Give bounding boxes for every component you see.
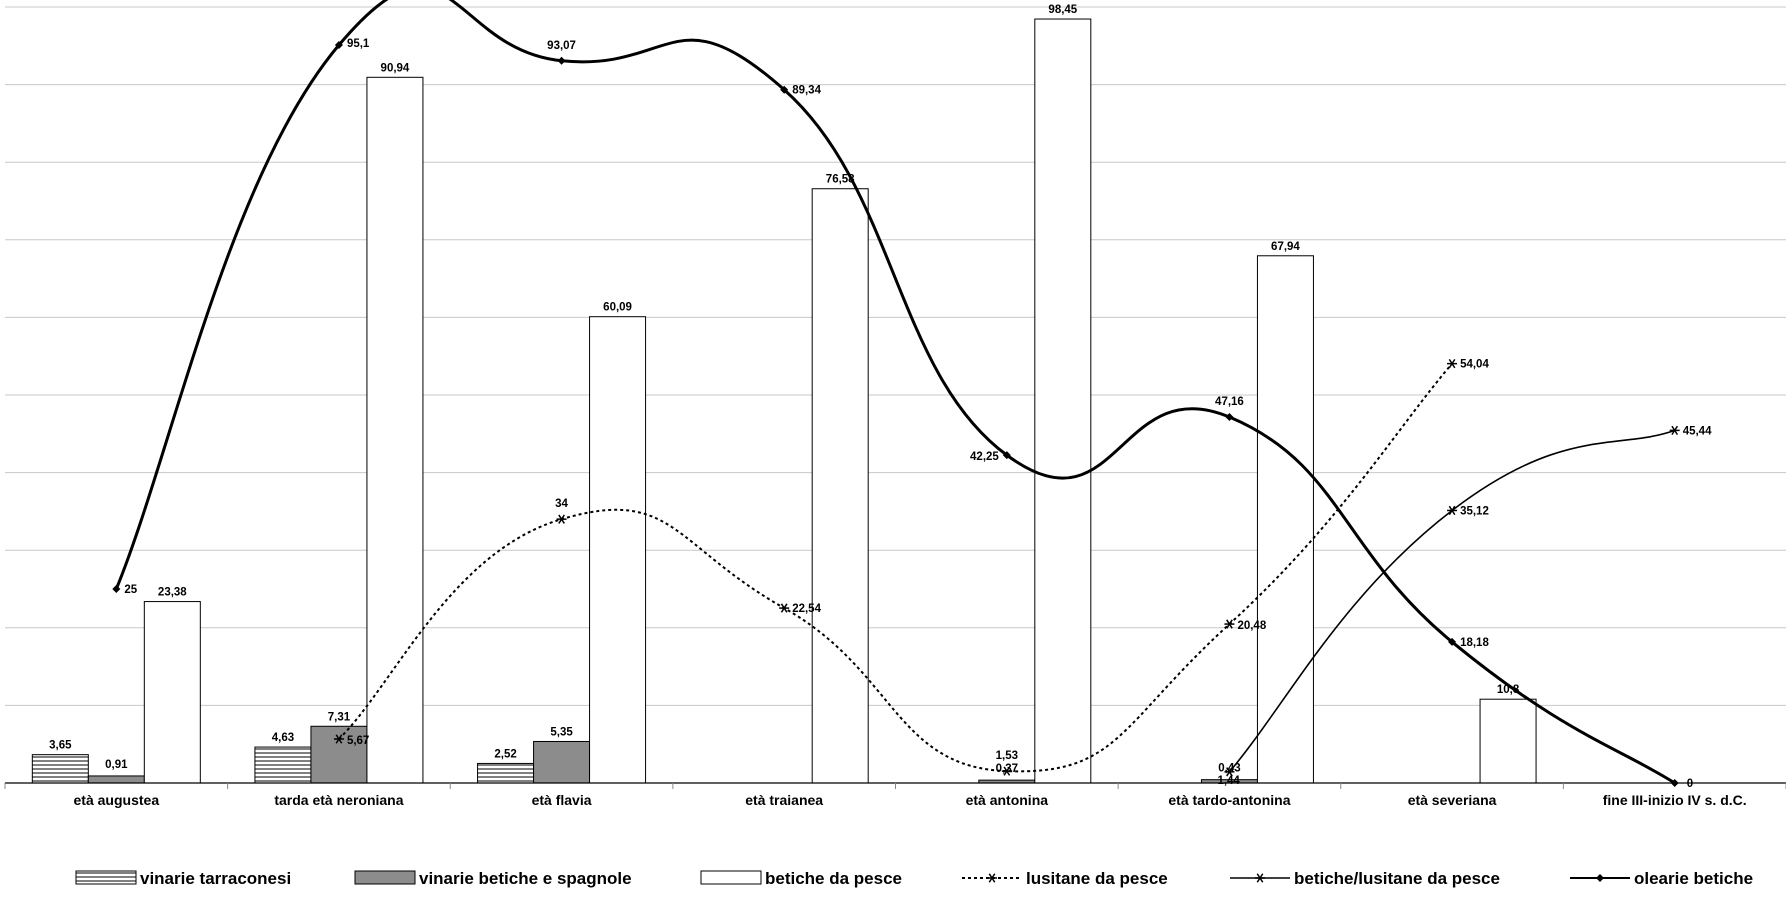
bar-value-label: 0,91: [105, 759, 128, 771]
x-tick-label: età severiana: [1408, 792, 1497, 808]
x-tick-label: età antonina: [966, 792, 1049, 808]
bar-value-label: 76,58: [826, 174, 855, 186]
legend-marker: [1596, 874, 1604, 882]
legend-label: vinarie tarraconesi: [140, 869, 291, 888]
bar-betiche-da-pesce: [811, 188, 869, 784]
bar-value-label: 2,52: [494, 748, 516, 760]
legend-marker: [987, 873, 997, 883]
bar-value-label: 4,63: [272, 732, 294, 744]
bar-value-label: 7,31: [328, 711, 351, 723]
bar-vinarie-betiche-e-spagnole: [87, 775, 145, 784]
line-value-label: 95,1: [347, 38, 370, 50]
bar-betiche-da-pesce: [1256, 255, 1314, 784]
legend-item-betiche-da-pesce: betiche da pesce: [700, 869, 902, 888]
marker-betiche-lusitane-da-pesce: [1669, 425, 1680, 436]
legend-item-vinarie-betiche-e-spagnole: vinarie betiche e spagnole: [354, 869, 632, 888]
legend-marker: [1255, 873, 1265, 883]
legend-label: olearie betiche: [1634, 869, 1753, 888]
bar-vinarie-betiche-e-spagnole: [533, 740, 591, 784]
bar-vinarie-tarraconesi: [31, 754, 89, 784]
line-value-label: 20,48: [1237, 620, 1266, 632]
line-value-label: 1,53: [996, 750, 1018, 762]
marker-olearie-betiche: [334, 41, 343, 50]
x-tick-label: età traianea: [745, 792, 823, 808]
line-value-label: 35,12: [1460, 505, 1489, 517]
bar-value-label: 0,37: [996, 763, 1018, 775]
marker-betiche-lusitane-da-pesce: [1224, 767, 1235, 777]
marker-betiche-lusitane-da-pesce: [1447, 505, 1458, 516]
marker-lusitane-da-pesce: [1001, 766, 1012, 776]
bar-betiche-da-pesce: [143, 601, 201, 784]
line-olearie-betiche: [114, 0, 1676, 785]
legend-swatch: [354, 870, 416, 885]
line-value-label: 47,16: [1215, 396, 1244, 408]
line-value-label: 1,44: [1217, 775, 1240, 787]
marker-lusitane-da-pesce: [1224, 619, 1235, 629]
legend-label: betiche/lusitane da pesce: [1294, 869, 1500, 888]
line-value-label: 0: [1687, 778, 1693, 790]
legend-item-vinarie-tarraconesi: vinarie tarraconesi: [75, 869, 291, 888]
legend-label: vinarie betiche e spagnole: [419, 869, 632, 888]
line-value-label: 5,67: [347, 735, 369, 747]
legend-label: betiche da pesce: [765, 869, 902, 888]
line-value-label: 42,25: [970, 451, 999, 463]
bar-value-label: 0,43: [1218, 763, 1240, 775]
bar-value-label: 23,38: [158, 587, 187, 599]
line-value-label: 34: [555, 498, 568, 510]
legend-item-olearie-betiche: olearie betiche: [1570, 869, 1753, 888]
line-value-label: 25: [124, 584, 137, 596]
line-value-label: 54,04: [1460, 359, 1489, 371]
series-lines: [112, 0, 1680, 787]
legend-label: lusitane da pesce: [1026, 869, 1168, 888]
bars: [31, 18, 1537, 784]
marker-olearie-betiche: [780, 85, 789, 94]
x-tick-label: età augustea: [74, 792, 160, 808]
bar-betiche-da-pesce: [366, 76, 424, 784]
line-value-label: 18,18: [1460, 637, 1489, 649]
bar-value-label: 10,8: [1497, 684, 1520, 696]
x-tick-label: età flavia: [532, 792, 592, 808]
bar-value-label: 98,45: [1048, 4, 1077, 16]
legend-item-lusitane-da-pesce: lusitane da pesce: [962, 869, 1168, 888]
bar-value-label: 67,94: [1271, 241, 1300, 253]
bar-vinarie-tarraconesi: [254, 746, 312, 784]
data-labels: 3,65 4,63 2,52 0,91 7,31 5,35 0,37 0,43 23,38 90,…: [49, 4, 1712, 790]
x-tick-label: età tardo-antonina: [1168, 792, 1290, 808]
bar-betiche-da-pesce: [1034, 18, 1092, 784]
bar-vinarie-tarraconesi: [477, 762, 535, 784]
legend: vinarie tarraconesi vinarie betiche e spa…: [75, 869, 1753, 888]
marker-olearie-betiche: [1002, 451, 1011, 460]
x-tick-label: fine III-inizio IV s. d.C.: [1603, 792, 1747, 808]
marker-olearie-betiche: [1448, 637, 1457, 646]
legend-swatch: [75, 870, 137, 885]
legend-item-betiche-lusitane-da-pesce: betiche/lusitane da pesce: [1230, 869, 1500, 888]
line-value-label: 93,07: [547, 40, 576, 52]
bar-betiche-da-pesce: [589, 316, 647, 784]
bar-value-label: 5,35: [550, 726, 573, 738]
marker-lusitane-da-pesce: [1447, 358, 1458, 369]
bar-value-label: 60,09: [603, 302, 632, 314]
marker-olearie-betiche: [112, 585, 121, 593]
legend-swatch: [700, 870, 762, 885]
marker-olearie-betiche: [557, 56, 566, 65]
gridlines: [5, 6, 1786, 706]
bar-value-label: 90,94: [381, 62, 410, 74]
marker-lusitane-da-pesce: [556, 514, 567, 524]
marker-olearie-betiche: [1225, 413, 1234, 422]
line-value-label: 89,34: [792, 85, 821, 97]
x-axis: età augustea tarda età neroniana età flavi…: [4, 782, 1786, 808]
line-value-label: 22,54: [792, 603, 821, 615]
bar-value-label: 3,65: [49, 740, 72, 752]
bar-betiche-da-pesce: [1479, 698, 1537, 784]
marker-lusitane-da-pesce: [779, 603, 790, 613]
marker-lusitane-da-pesce: [333, 734, 344, 744]
line-value-label: 45,44: [1683, 425, 1712, 437]
x-tick-label: tarda età neroniana: [274, 792, 403, 808]
